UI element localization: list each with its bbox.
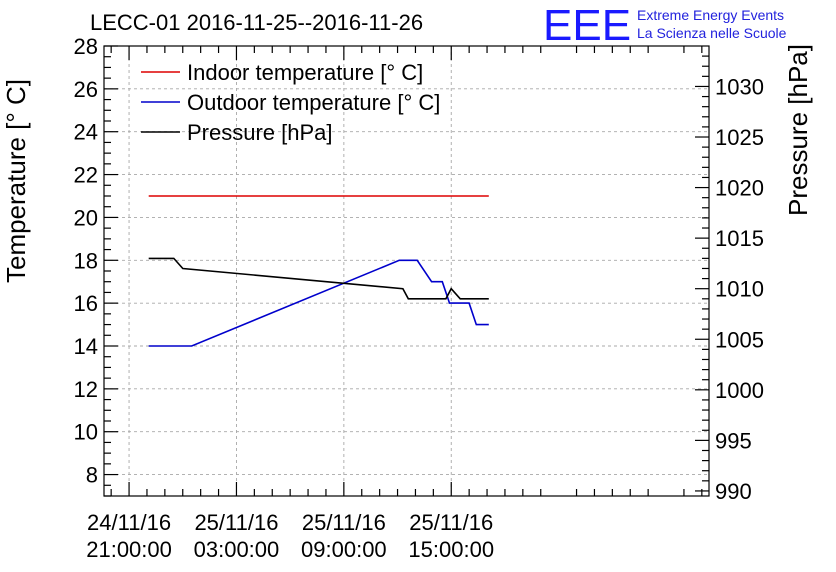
y-tick-label: 26 [74,77,98,102]
x-tick-label-time: 21:00:00 [86,537,172,562]
x-tick-label-time: 09:00:00 [301,537,387,562]
y-tick-label: 24 [74,120,98,145]
legend: Indoor temperature [° C] Outdoor temperat… [141,60,440,145]
y-tick-label: 20 [74,205,98,230]
logo-line-1: Extreme Energy Events [637,7,784,23]
y2-tick-label: 1030 [715,74,764,99]
x-tick-label-date: 24/11/16 [87,510,171,535]
y2-axis-title: Pressure [hPa] [783,44,813,216]
y2-tick-label: 1005 [715,327,764,352]
x-tick-label-date: 25/11/16 [194,510,278,535]
axis-ticks: 24/11/1621:00:0025/11/1603:00:0025/11/16… [74,34,764,562]
y2-tick-label: 1025 [715,125,764,150]
y-tick-label: 14 [74,334,98,359]
y-tick-label: 12 [74,377,98,402]
legend-label-pressure: Pressure [hPa] [187,120,333,145]
chart-title: LECC-01 2016-11-25--2016-11-26 [90,10,423,35]
y2-tick-label: 995 [715,428,752,453]
y-axis-title: Temperature [° C] [1,79,31,283]
series-line-outdoor [148,259,489,347]
logo-mark: EEE [543,1,631,50]
y-tick-label: 22 [74,163,98,188]
series-layer [148,195,489,347]
y2-tick-label: 990 [715,479,752,504]
logo-line-2: La Scienza nelle Scuole [637,25,787,41]
x-tick-label-date: 25/11/16 [302,510,386,535]
legend-label-indoor: Indoor temperature [° C] [187,60,423,85]
x-tick-label-time: 03:00:00 [194,537,280,562]
y2-tick-label: 1000 [715,378,764,403]
y-tick-label: 8 [86,463,98,488]
eee-logo: EEE Extreme Energy Events La Scienza nel… [543,1,787,50]
y-tick-label: 10 [74,420,98,445]
y2-tick-label: 1010 [715,277,764,302]
series-line-pressure [148,257,489,300]
legend-label-outdoor: Outdoor temperature [° C] [187,90,440,115]
y-tick-label: 16 [74,291,98,316]
y-tick-label: 18 [74,248,98,273]
x-tick-label-date: 25/11/16 [409,510,493,535]
y-tick-label: 28 [74,34,98,59]
y2-tick-label: 1015 [715,226,764,251]
y2-tick-label: 1020 [715,176,764,201]
x-tick-label-time: 15:00:00 [408,537,494,562]
